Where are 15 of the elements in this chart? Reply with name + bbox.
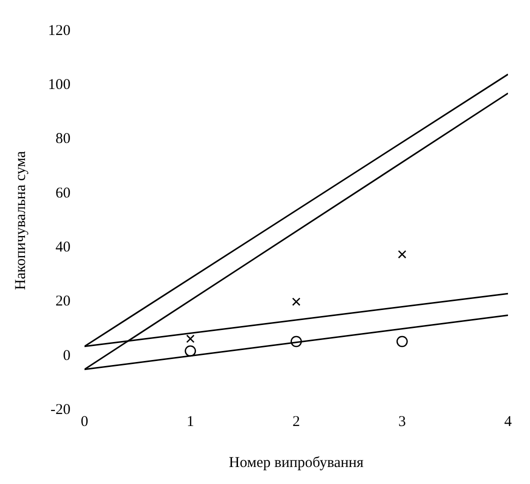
x-axis-title: Номер випробування [228, 454, 364, 471]
y-tick-label: 120 [48, 22, 70, 39]
y-axis-title: Накопичувальна сума [12, 150, 29, 290]
y-tick-label: 60 [56, 185, 70, 202]
x-tick-label: 1 [186, 414, 194, 430]
y-tick-label: 20 [56, 294, 70, 310]
x-tick-label: 4 [504, 414, 512, 430]
y-tick-label: 100 [48, 77, 70, 94]
x-tick-label: 0 [80, 414, 88, 430]
y-tick-label: 0 [63, 348, 70, 364]
x-tick-label: 2 [292, 414, 300, 430]
x-tick-label: 3 [398, 414, 406, 430]
y-tick-label: -20 [50, 402, 70, 418]
y-tick-label: 40 [56, 240, 70, 256]
y-tick-label: 80 [56, 131, 70, 148]
